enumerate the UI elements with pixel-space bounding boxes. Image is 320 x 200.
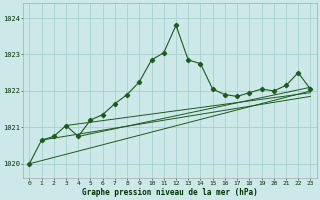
X-axis label: Graphe pression niveau de la mer (hPa): Graphe pression niveau de la mer (hPa) xyxy=(82,188,258,197)
